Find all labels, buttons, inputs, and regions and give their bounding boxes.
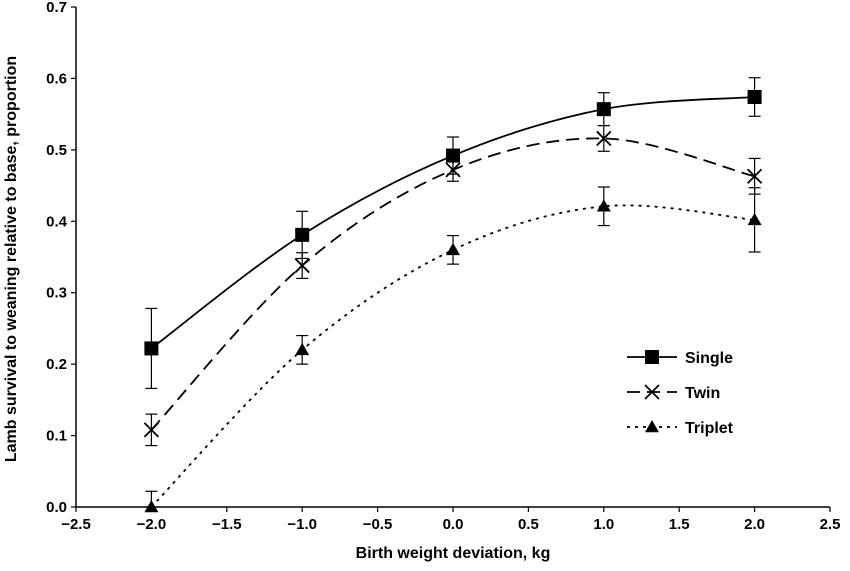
x-tick-label: −2.0 [137, 516, 167, 533]
x-tick-label: −2.5 [61, 516, 91, 533]
y-tick-label: 0.3 [46, 285, 67, 302]
x-tick-label: 2.5 [820, 516, 841, 533]
twin-point [143, 422, 160, 438]
single-point [596, 102, 611, 117]
legend-twin-label: Twin [685, 385, 720, 402]
twin-point [294, 257, 310, 274]
data-markers [143, 90, 763, 513]
y-tick-label: 0.7 [46, 0, 67, 16]
single-point [295, 227, 310, 242]
y-tick-label: 0.2 [46, 356, 67, 373]
triplet-point [747, 212, 762, 226]
x-tick-label: −1.0 [287, 516, 317, 533]
legend-single-marker [645, 350, 659, 364]
x-axis-label: Birth weight deviation, kg [356, 545, 551, 562]
triplet-point [596, 199, 611, 212]
legend-triplet-label: Triplet [685, 420, 734, 437]
legend: Single Twin Triplet [627, 350, 734, 437]
single-point [144, 341, 159, 356]
tick-labels: −2.5 −2.0 −1.5 −1.0 −0.5 0.0 0.5 1.0 1.5 2.0 2.5 0.… [46, 0, 840, 533]
y-tick-label: 0.6 [46, 70, 67, 87]
twin-series-line [150, 137, 755, 431]
error-bars [145, 77, 761, 508]
single-series-line [150, 96, 755, 350]
x-tick-label: 0.5 [518, 516, 539, 533]
single-point [747, 90, 762, 104]
y-axis-label: Lamb survival to weaning relative to bas… [3, 56, 20, 462]
axes [71, 6, 831, 512]
x-tick-label: 2.0 [744, 516, 765, 533]
x-tick-label: −1.5 [212, 516, 242, 533]
twin-point [746, 168, 763, 184]
twin-point [596, 130, 612, 147]
y-tick-label: 0.5 [46, 142, 67, 159]
triplet-point [144, 500, 159, 513]
x-tick-label: 0.0 [443, 516, 464, 533]
x-tick-label: 1.5 [669, 516, 690, 533]
y-tick-label: 0.1 [46, 428, 67, 445]
x-tick-label: 1.0 [593, 516, 614, 533]
triplet-point [446, 242, 460, 256]
twin-point [445, 162, 461, 178]
legend-single-label: Single [685, 350, 733, 367]
triplet-point [295, 342, 310, 356]
x-tick-label: −0.5 [363, 516, 393, 533]
y-tick-label: 0.4 [46, 213, 68, 230]
y-tick-label: 0.0 [46, 499, 67, 516]
legend-triplet-marker [645, 420, 659, 433]
legend-twin-marker [644, 384, 660, 400]
single-point [446, 148, 460, 163]
